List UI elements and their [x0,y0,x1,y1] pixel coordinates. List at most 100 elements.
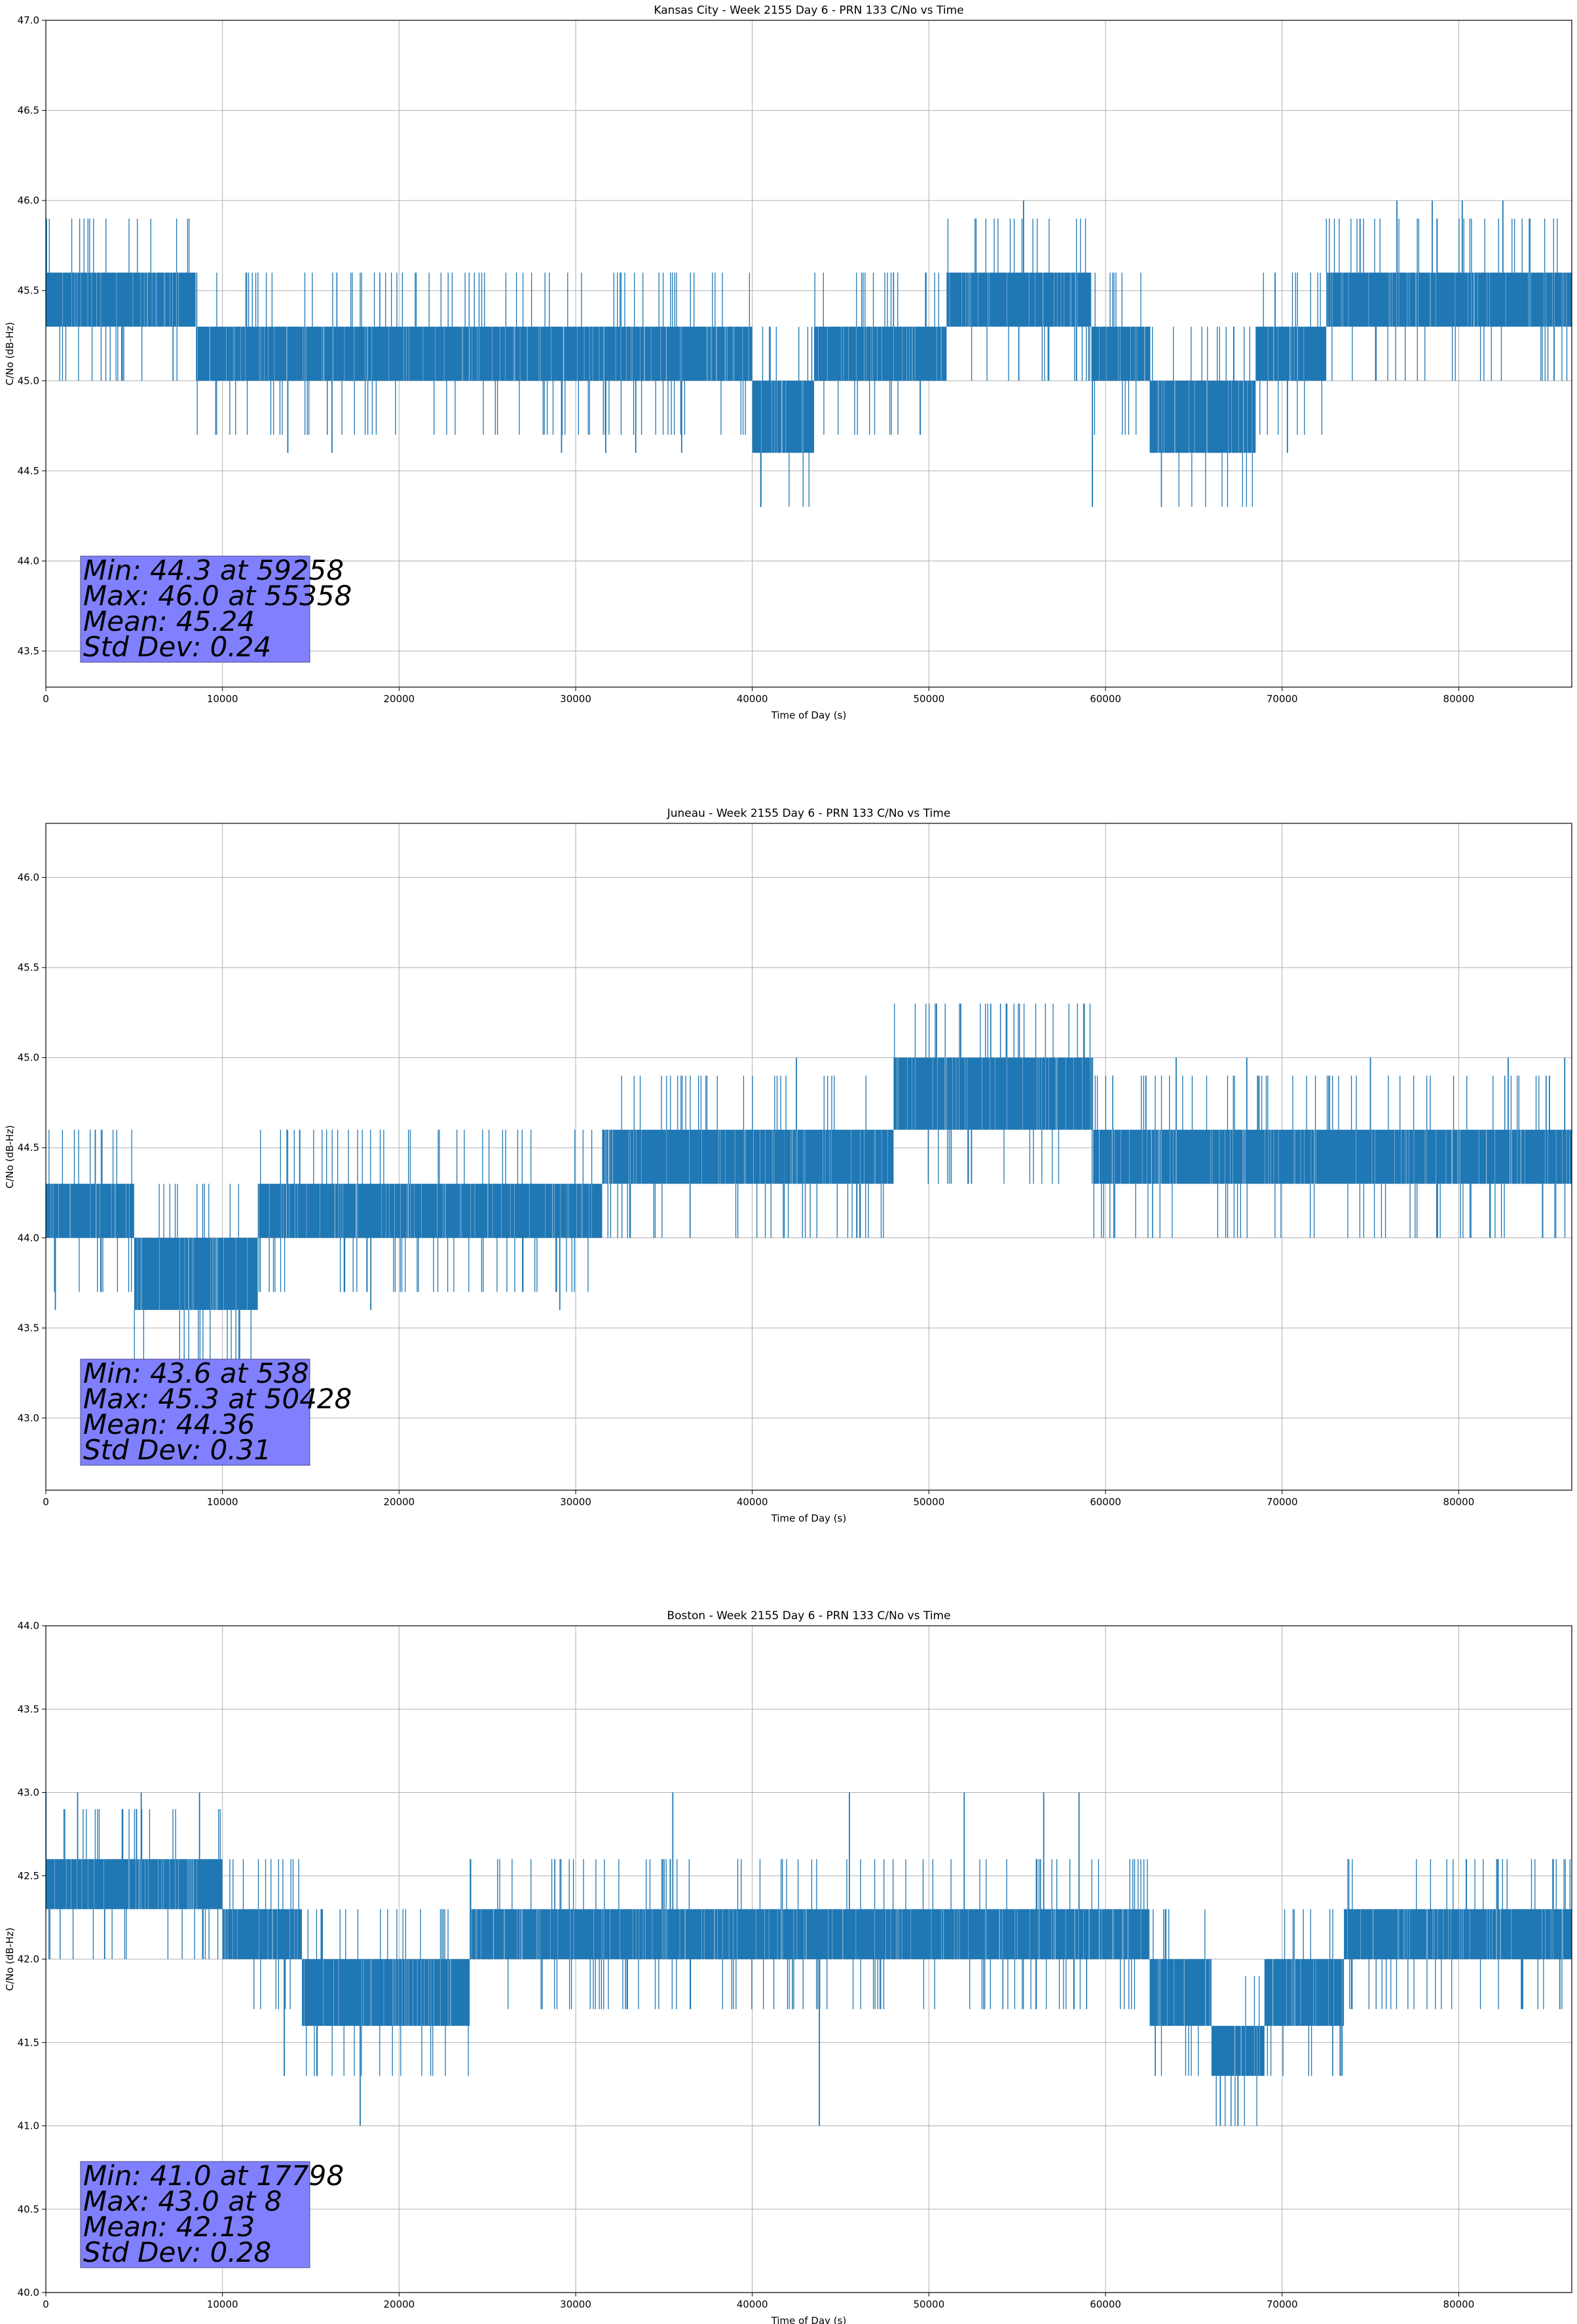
y-tick-label: 45.5 [18,962,39,973]
x-tick-label: 40000 [737,1496,768,1508]
y-tick-label: 43.0 [18,1412,39,1424]
y-tick-label: 45.5 [18,285,39,297]
cno-band [1149,381,1256,453]
stats-max: Max: 45.3 at 50428 [83,1383,352,1415]
y-tick-label: 46.5 [18,105,39,117]
cno-band [1326,272,1450,327]
cno-band [946,272,1092,327]
y-tick-label: 44.0 [18,555,39,567]
x-tick-label: 80000 [1443,2298,1475,2310]
y-axis-label: C/No (dB-Hz) [4,1928,16,1991]
x-tick-label: 0 [43,2298,49,2310]
x-tick-label: 30000 [560,693,591,705]
cno-band [46,1184,134,1238]
cno-band [134,1237,258,1310]
axes-frame [45,823,1572,1491]
y-tick-label: 45.0 [18,375,39,386]
x-tick-label: 80000 [1443,1496,1475,1508]
y-tick-label: 46.0 [18,872,39,884]
stats-max: Max: 46.0 at 55358 [83,580,352,612]
x-tick-label: 40000 [737,2298,768,2310]
x-tick-label: 80000 [1443,693,1475,705]
stats-min: Min: 44.3 at 59258 [83,554,344,586]
x-tick-label: 20000 [383,2298,415,2310]
y-tick-label: 43.0 [18,1787,39,1799]
y-axis-label: C/No (dB-Hz) [4,322,16,386]
cno-series [46,1792,1572,2126]
cno-band [814,326,947,381]
y-axis-label: C/No (dB-Hz) [4,1125,16,1189]
stats-box-background [80,1359,310,1466]
stats-mean: Mean: 45.24 [83,605,255,637]
x-tick-label: 50000 [914,1496,945,1508]
x-tick-label: 70000 [1267,1496,1298,1508]
cno-band [784,1129,894,1184]
x-axis-label: Time of Day (s) [771,2315,847,2324]
cno-band [470,1909,603,1959]
cno-band [602,1909,1150,1959]
cno-band [1093,1129,1572,1184]
cno-band [257,1184,603,1238]
stats-max: Max: 43.0 at 8 [83,2185,282,2217]
cno-band [752,381,815,453]
cno-band [222,1909,303,1959]
y-tick-label: 43.5 [18,1703,39,1715]
y-tick-label: 45.0 [18,1052,39,1064]
cno-band [1449,272,1572,327]
x-tick-label: 60000 [1090,693,1121,705]
stats-mean: Mean: 44.36 [83,1408,255,1440]
stats-mean: Mean: 42.13 [83,2211,255,2243]
cno-band [196,326,355,381]
cno-band [354,326,752,381]
y-tick-label: 46.0 [18,195,39,206]
x-tick-label: 70000 [1267,2298,1298,2310]
stats-min: Min: 43.6 at 538 [83,1357,309,1389]
stats-std: Std Dev: 0.31 [83,1434,271,1466]
cno-series [46,200,1572,507]
y-tick-label: 44.5 [18,465,39,477]
cno-band [302,1959,470,2026]
y-tick-label: 43.5 [18,645,39,657]
chart-title: Juneau - Week 2155 Day 6 - PRN 133 C/No … [667,807,951,820]
chart-title: Kansas City - Week 2155 Day 6 - PRN 133 … [654,4,963,17]
y-tick-label: 44.0 [18,1620,39,1632]
x-tick-label: 40000 [737,693,768,705]
cno-band [602,1129,785,1184]
x-tick-label: 50000 [914,693,945,705]
x-tick-label: 0 [43,693,49,705]
stats-box-background [80,2161,310,2268]
x-tick-label: 0 [43,1496,49,1508]
cno-band [1091,326,1150,381]
stats-std: Std Dev: 0.24 [83,631,271,663]
y-tick-label: 40.5 [18,2203,39,2215]
stats-box-background [80,555,310,663]
x-tick-label: 10000 [207,1496,238,1508]
x-tick-label: 20000 [383,693,415,705]
y-tick-label: 44.5 [18,1142,39,1153]
axes-frame [45,20,1572,688]
cno-band [1149,1959,1212,2026]
y-tick-label: 41.5 [18,2036,39,2048]
y-tick-label: 42.0 [18,1953,39,1965]
x-tick-label: 30000 [560,2298,591,2310]
x-tick-label: 10000 [207,2298,238,2310]
y-tick-label: 40.0 [18,2287,39,2298]
cno-band [46,272,196,327]
y-tick-label: 42.5 [18,1870,39,1882]
cno-band [1211,2025,1265,2076]
cno-band [1264,1959,1345,2026]
chart-juneau: 0 10000 20000 30000 40000 50000 60000 70000 8000… [4,807,1572,1524]
stats-min: Min: 41.0 at 17798 [83,2160,344,2192]
chart-boston: 0 10000 20000 30000 40000 50000 60000 70000 8000… [4,1609,1572,2324]
x-tick-label: 10000 [207,693,238,705]
x-tick-label: 20000 [383,1496,415,1508]
x-tick-label: 60000 [1090,2298,1121,2310]
y-tick-label: 44.0 [18,1232,39,1244]
cno-series [46,1003,1572,1364]
x-axis-label: Time of Day (s) [771,1512,847,1524]
chart-kansas-city: 0 10000 20000 30000 40000 50000 60000 70000 8000… [4,4,1572,721]
stats-std: Std Dev: 0.28 [83,2236,271,2268]
